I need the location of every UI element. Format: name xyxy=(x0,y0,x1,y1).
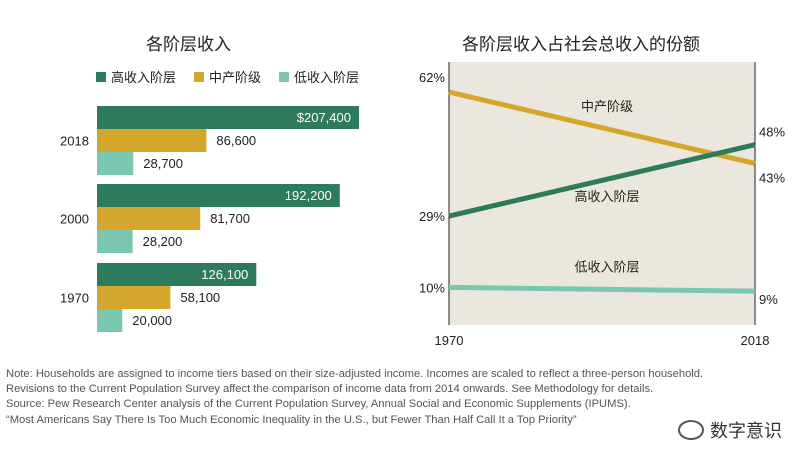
bar-label-middle-2000: 81,700 xyxy=(210,211,250,226)
legend-item-middle: 中产阶级 xyxy=(194,67,261,86)
legend-item-high: 高收入阶层 xyxy=(96,67,176,86)
value-label-1970-low: 10% xyxy=(419,280,445,295)
legend-label-middle: 中产阶级 xyxy=(209,70,262,85)
note-line-2: Revisions to the Current Population Surv… xyxy=(6,383,654,396)
value-label-2018-middle: 43% xyxy=(759,170,785,185)
note-line-3: Source: Pew Research Center analysis of … xyxy=(6,398,631,411)
bar-label-middle-1970: 58,100 xyxy=(180,290,220,305)
legend-swatch-high xyxy=(96,71,106,82)
legend-label-high: 高收入阶层 xyxy=(111,70,177,85)
bar-label-low-2000: 28,200 xyxy=(143,234,183,249)
bar-high-2018 xyxy=(97,106,359,129)
bar-low-2000 xyxy=(97,230,133,253)
x-tick-2018: 2018 xyxy=(741,333,770,348)
legend-swatch-middle xyxy=(194,71,205,82)
bar-label-low-1970: 20,000 xyxy=(132,313,172,328)
category-label-2018: 2018 xyxy=(60,134,89,149)
bar-chart-legend: 高收入阶层 中产阶级 低收入阶层 xyxy=(96,67,359,86)
wechat-icon xyxy=(678,420,704,440)
category-label-1970: 1970 xyxy=(60,291,89,306)
bar-label-high-1970: 126,100 xyxy=(201,267,248,282)
value-label-2018-low: 9% xyxy=(759,292,778,307)
series-label-high: 高收入阶层 xyxy=(574,189,639,204)
value-label-2018-high: 48% xyxy=(759,125,785,140)
watermark-text: 数字意识 xyxy=(710,421,782,441)
line-high xyxy=(448,142,756,219)
value-label-1970-middle: 62% xyxy=(419,70,445,85)
bar-label-high-2000: 192,200 xyxy=(285,188,332,203)
bar-label-high-2018: $207,400 xyxy=(297,110,351,125)
bar-chart-title: 各阶层收入 xyxy=(146,35,231,54)
bar-middle-1970 xyxy=(97,286,171,309)
category-label-2000: 2000 xyxy=(60,212,89,227)
bar-middle-2018 xyxy=(97,129,207,152)
bar-label-low-2018: 28,700 xyxy=(143,156,183,171)
x-tick-1970: 1970 xyxy=(435,333,464,348)
legend-item-low: 低收入阶层 xyxy=(279,67,359,86)
series-label-low: 低收入阶层 xyxy=(574,259,639,274)
bar-high-1970 xyxy=(97,263,257,286)
line-chart-title: 各阶层收入占社会总收入的份额 xyxy=(462,35,700,54)
line-middle xyxy=(448,89,756,166)
note-line-4: “Most Americans Say There Is Too Much Ec… xyxy=(6,413,577,426)
bar-high-2000 xyxy=(97,184,340,207)
footnotes: Note: Households are assigned to income … xyxy=(6,367,703,428)
bar-label-middle-2018: 86,600 xyxy=(216,133,256,148)
bar-low-1970 xyxy=(97,309,123,332)
value-label-1970-high: 29% xyxy=(419,209,445,224)
legend-swatch-low xyxy=(279,71,290,82)
bar-low-2018 xyxy=(97,152,134,175)
series-label-middle: 中产阶级 xyxy=(581,99,633,114)
legend-label-low: 低收入阶层 xyxy=(294,70,360,85)
line-low xyxy=(448,284,756,294)
bar-middle-2000 xyxy=(97,207,201,230)
note-line-1: Note: Households are assigned to income … xyxy=(6,368,704,380)
watermark: 数字意识 xyxy=(678,417,782,443)
